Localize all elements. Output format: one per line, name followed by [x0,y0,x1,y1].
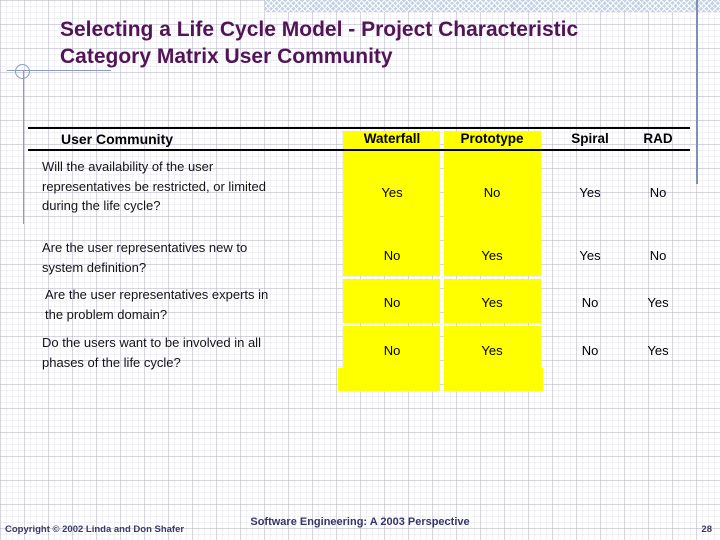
value-cell: No [383,295,401,310]
question-cell: Are the user representatives new to syst… [42,240,248,275]
page-title: Selecting a Life Cycle Model - Project C… [60,18,579,68]
highlight-prototype-block [444,131,541,276]
table-header-rule [28,149,690,151]
value-cell: No [383,343,401,358]
value-cell: Yes [579,248,601,263]
value-cell: Yes [481,343,503,358]
page-number: 28 [701,524,712,535]
value-cell: No [649,248,667,263]
highlight-prototype-block [444,368,543,391]
highlight-waterfall-block [343,279,440,323]
question-cell: Are the user representatives experts in … [45,287,269,322]
left-accent-line [23,70,24,224]
value-cell: Yes [481,295,503,310]
column-header-waterfall: Waterfall [363,131,421,146]
hatch-bar-ornament [265,0,720,12]
table-top-rule [28,127,690,129]
value-cell: No [581,343,599,358]
value-cell: No [649,185,667,200]
highlight-waterfall-block [338,368,440,391]
highlight-prototype-block [444,279,541,323]
value-cell: No [483,185,501,200]
highlight-waterfall-block [343,131,440,276]
title-underline [7,70,111,71]
row-header-label: User Community [61,131,174,147]
highlight-prototype-block [444,326,541,368]
question-cell: Will the availability of the user repres… [42,159,266,213]
value-cell: Yes [481,248,503,263]
column-header-rad: RAD [643,131,673,146]
column-header-spiral: Spiral [571,131,609,146]
highlight-waterfall-block [343,326,440,368]
value-cell: No [581,295,599,310]
value-cell: No [383,248,401,263]
value-cell: Yes [647,343,669,358]
copyright-text: Copyright © 2002 Linda and Don Shafer [5,524,185,535]
right-accent-line [696,0,698,184]
column-header-prototype: Prototype [460,131,524,146]
circle-ornament-icon [15,64,30,79]
footer-book-title: Software Engineering: A 2003 Perspective [250,516,470,528]
value-cell: Yes [579,185,601,200]
value-cell: Yes [381,185,403,200]
value-cell: Yes [647,295,669,310]
question-cell: Do the users want to be involved in all … [42,335,261,370]
